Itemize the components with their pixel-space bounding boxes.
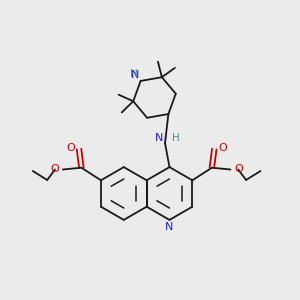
Text: N: N — [131, 70, 139, 80]
Text: N: N — [165, 222, 174, 232]
Text: O: O — [218, 143, 227, 153]
Text: H: H — [130, 69, 138, 80]
Text: O: O — [50, 164, 59, 175]
Text: O: O — [66, 143, 75, 153]
Text: N: N — [155, 133, 164, 142]
Text: H: H — [172, 133, 179, 143]
Text: O: O — [234, 164, 243, 175]
